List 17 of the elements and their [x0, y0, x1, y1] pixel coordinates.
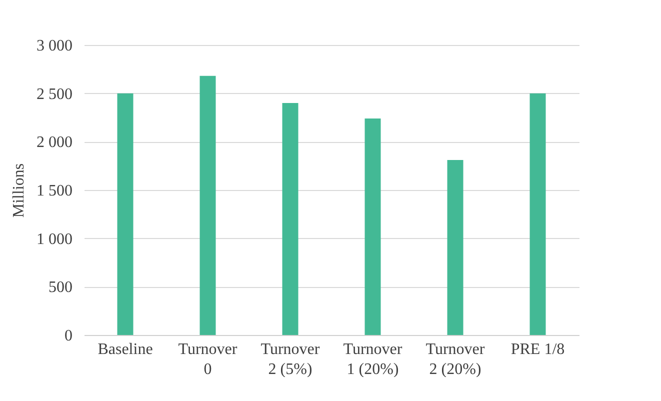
y-tick-label: 2 000 — [36, 134, 72, 152]
y-tick-label: 500 — [48, 279, 72, 296]
y-tick-label: 2 500 — [36, 86, 72, 103]
bar — [530, 93, 546, 335]
x-tick-label: Baseline — [98, 341, 153, 358]
bar — [364, 118, 381, 335]
x-tick-label: PRE 1/8 — [510, 341, 565, 358]
y-tick-label: 0 — [64, 328, 72, 344]
y-tick-label: 1 500 — [36, 182, 72, 200]
bar — [447, 160, 464, 335]
bar — [117, 93, 134, 335]
x-tick-label: Turnover 0 — [178, 341, 238, 378]
y-axis-title: Millions — [10, 163, 28, 218]
bar — [200, 76, 216, 335]
y-tick-label: 3 000 — [36, 38, 72, 54]
y-tick-label: 1 000 — [36, 230, 72, 248]
bar — [282, 103, 298, 335]
